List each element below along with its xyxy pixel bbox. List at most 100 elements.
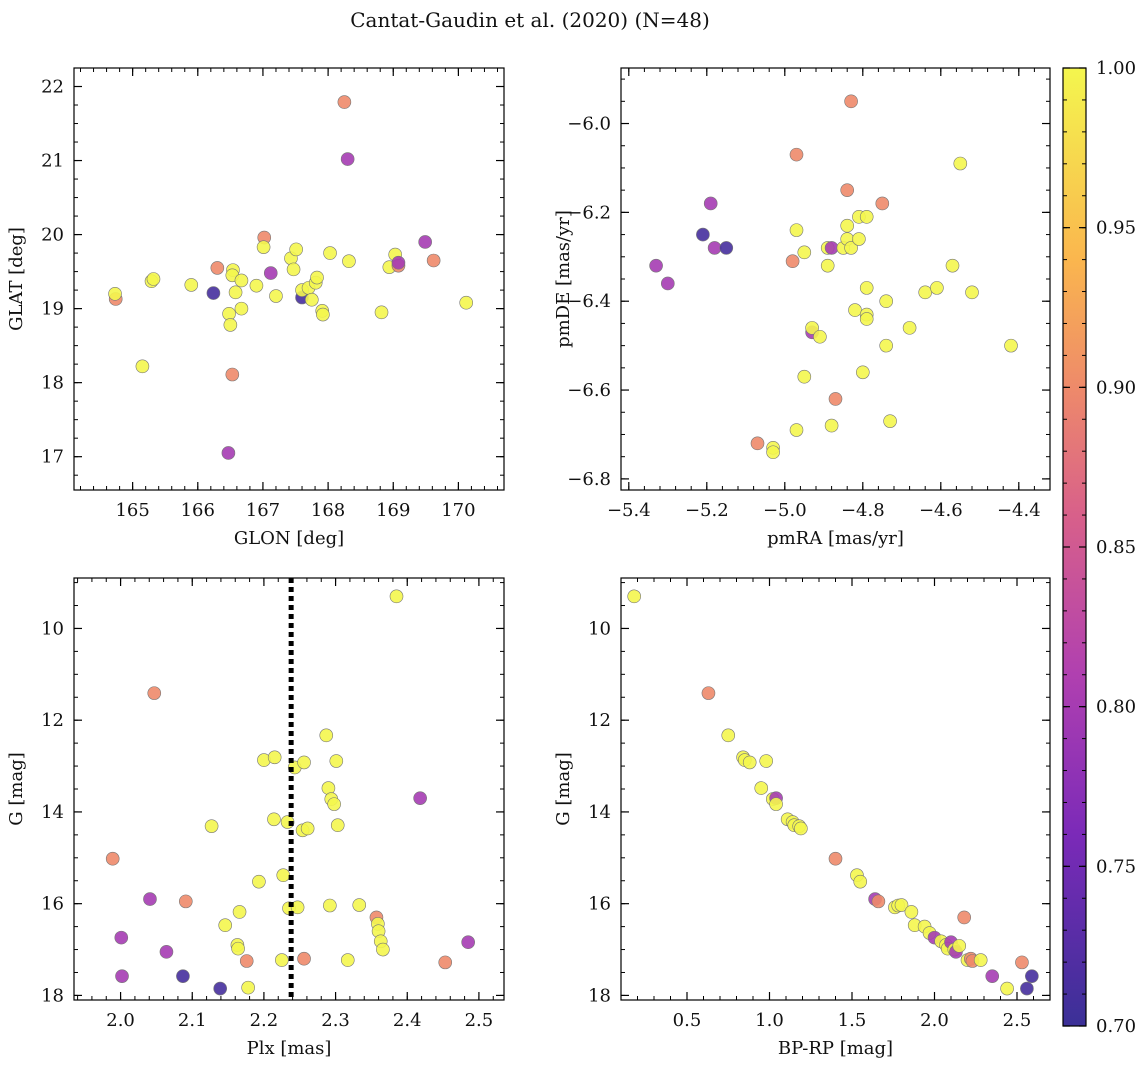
data-point — [108, 287, 122, 301]
data-point — [1025, 969, 1039, 983]
y-tick-label: −6.2 — [567, 202, 611, 223]
x-tick-label: 167 — [246, 500, 280, 521]
data-point — [231, 941, 245, 956]
data-point — [310, 270, 324, 285]
panel-cmd: 0.5 1.0 1.5 2.0 2.5 10 12 14 16 18 BP-RP [mag] G [m… — [553, 577, 1051, 1059]
x-tick-label: 1.0 — [755, 1010, 784, 1031]
data-point — [228, 285, 243, 300]
data-point — [275, 953, 289, 967]
y-tick-label: 10 — [588, 618, 611, 639]
data-point — [459, 295, 474, 310]
data-point — [143, 892, 157, 906]
panel-pm: −5.4 −5.2 −5.0 −4.8 −4.6 −4.4 −6.8 −6.6 −6.4 −6.2… — [553, 67, 1051, 549]
data-point — [179, 894, 193, 909]
data-point — [721, 728, 736, 743]
data-point — [855, 365, 870, 380]
colorbar: 0.70 0.75 0.80 0.85 0.90 0.95 1.00 — [1062, 58, 1136, 1037]
data-point — [327, 797, 341, 811]
data-point — [894, 898, 909, 912]
data-point — [766, 445, 780, 460]
data-point — [945, 258, 960, 273]
data-point — [269, 289, 283, 303]
data-point — [232, 905, 247, 919]
data-point — [953, 156, 968, 171]
data-point — [879, 338, 894, 353]
data-point — [352, 898, 367, 912]
data-point — [319, 728, 334, 743]
colorbar-tick-label: 0.80 — [1096, 697, 1136, 718]
data-point — [391, 255, 406, 270]
pm-points — [649, 94, 1018, 460]
data-point — [1004, 338, 1018, 353]
y-axis-label: GLAT [deg] — [6, 227, 27, 331]
y-tick-label: −6.0 — [567, 114, 611, 135]
x-tick-label: 2.1 — [178, 1010, 207, 1031]
data-point — [871, 894, 886, 909]
data-point — [316, 307, 330, 322]
data-point — [824, 418, 839, 433]
data-point — [852, 232, 866, 246]
panel-plx: 2.0 2.1 2.2 2.3 2.4 2.5 10 12 14 16 18 Plx [mas] G [… — [6, 577, 505, 1059]
data-point — [785, 254, 800, 269]
data-point — [859, 281, 874, 295]
axes-frame — [620, 67, 1051, 491]
y-axis-label: G [mag] — [553, 752, 574, 825]
cmd-minor-ticks — [620, 578, 1050, 1000]
data-point — [115, 969, 129, 983]
data-point — [1015, 955, 1029, 970]
data-point — [701, 686, 716, 700]
x-tick-label: 1.5 — [838, 1010, 867, 1031]
data-point — [225, 367, 240, 382]
data-point — [105, 851, 120, 866]
axes-frame — [73, 67, 505, 491]
data-point — [297, 951, 311, 966]
data-point — [853, 874, 868, 889]
data-point — [184, 278, 199, 292]
data-point — [276, 868, 291, 883]
y-tick-label: −6.4 — [567, 291, 611, 312]
data-point — [750, 436, 765, 451]
data-point — [1020, 981, 1034, 996]
data-point — [696, 227, 710, 242]
data-point — [660, 276, 675, 291]
x-tick-label: 2.2 — [250, 1010, 279, 1031]
data-point — [147, 686, 162, 700]
data-point — [263, 266, 278, 280]
data-point — [213, 981, 227, 996]
data-point — [176, 969, 190, 983]
y-tick-label: −6.8 — [567, 469, 611, 490]
axes-frame — [73, 577, 505, 1001]
data-point — [256, 240, 271, 254]
x-tick-label: 2.5 — [465, 1010, 494, 1031]
x-tick-label: 168 — [311, 500, 345, 521]
data-point — [759, 754, 774, 768]
data-point — [305, 292, 319, 307]
x-tick-label: 0.5 — [673, 1010, 702, 1031]
data-point — [840, 183, 855, 197]
colorbar-tick-label: 0.70 — [1096, 1016, 1136, 1037]
data-point — [844, 241, 858, 255]
data-point — [413, 791, 427, 805]
data-point — [297, 755, 311, 770]
data-point — [300, 821, 315, 836]
data-point — [267, 750, 282, 765]
colorbar-ticks: 0.70 0.75 0.80 0.85 0.90 0.95 1.00 — [1063, 58, 1136, 1037]
y-tick-label: 12 — [588, 710, 611, 731]
data-point — [820, 258, 835, 273]
x-tick-label: −4.4 — [997, 500, 1041, 521]
data-point — [813, 329, 827, 344]
data-point — [649, 258, 663, 273]
data-point — [234, 273, 249, 288]
y-tick-label: 16 — [41, 894, 64, 915]
y-tick-label: 14 — [41, 802, 64, 823]
data-point — [828, 392, 843, 406]
y-tick-label: 18 — [41, 373, 64, 394]
data-point — [267, 812, 281, 827]
data-point — [973, 953, 988, 967]
data-point — [904, 905, 919, 919]
x-tick-label: 2.4 — [393, 1010, 422, 1031]
data-point — [1000, 981, 1014, 996]
x-tick-label: −5.2 — [685, 500, 729, 521]
data-point — [719, 241, 734, 255]
x-tick-label: 165 — [115, 500, 149, 521]
